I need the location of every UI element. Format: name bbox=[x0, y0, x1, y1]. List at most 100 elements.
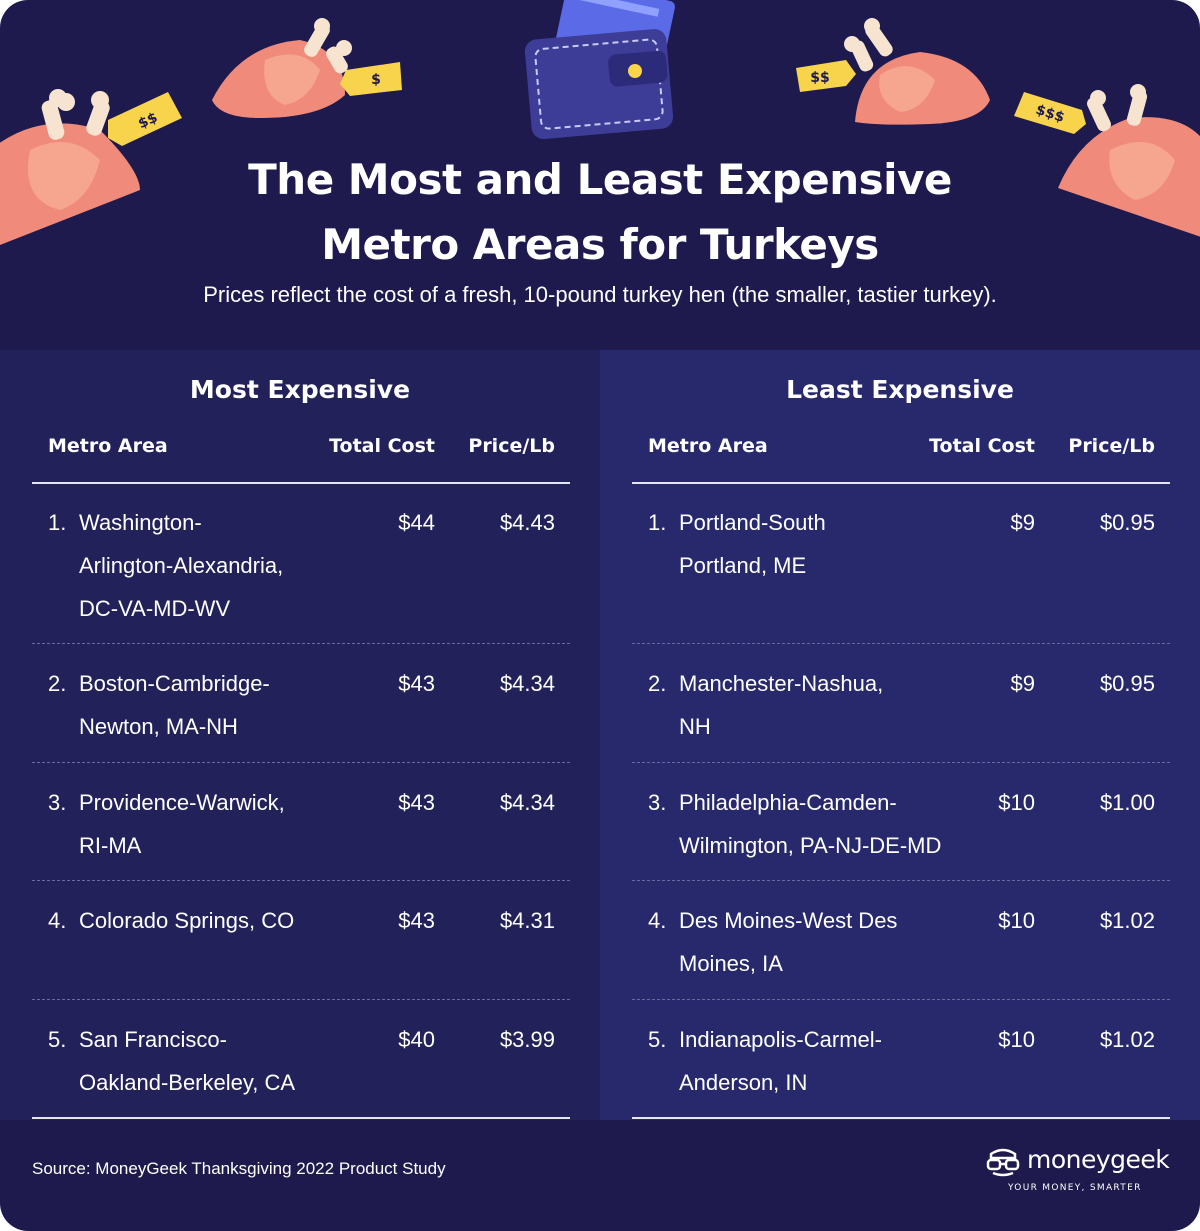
price-per-lb: $4.34 bbox=[499, 671, 555, 696]
header-illustrations: $$ $ $$ bbox=[0, 0, 1200, 245]
metro-area: Portland-South Portland, ME bbox=[679, 501, 979, 587]
table-row: 4. Des Moines-West Des Moines, IA $10 $1… bbox=[600, 881, 1200, 991]
table-row: 3. Providence-Warwick, RI-MA $43 $4.34 bbox=[0, 763, 600, 873]
price-tag-label: $$ bbox=[136, 110, 160, 133]
price-per-lb: $1.02 bbox=[1099, 1027, 1155, 1052]
rank: 2. bbox=[648, 671, 667, 696]
metro-area-line: Moines, IA bbox=[679, 951, 783, 976]
price-tag-icon: $$$ bbox=[1014, 92, 1086, 134]
brand-name: moneygeek bbox=[1027, 1145, 1170, 1174]
total-cost: $10 bbox=[998, 908, 1035, 933]
table-row: 3. Philadelphia-Camden- Wilmington, PA-N… bbox=[600, 763, 1200, 873]
metro-area-line: Manchester-Nashua, bbox=[679, 671, 884, 696]
row-divider bbox=[632, 880, 1170, 881]
rank: 4. bbox=[48, 908, 67, 933]
table-row: 5. San Francisco- Oakland-Berkeley, CA $… bbox=[0, 1000, 600, 1110]
price-per-lb: $4.34 bbox=[499, 790, 555, 815]
metro-area: Colorado Springs, CO bbox=[79, 899, 379, 942]
price-per-lb: $4.43 bbox=[499, 510, 555, 535]
brand-tagline: YOUR MONEY, SMARTER bbox=[1008, 1183, 1142, 1193]
price-per-lb: $1.02 bbox=[1099, 908, 1155, 933]
price-tag-icon: $ bbox=[340, 62, 402, 96]
source-note: Source: MoneyGeek Thanksgiving 2022 Prod… bbox=[32, 1159, 446, 1178]
column-header-total-cost: Total Cost bbox=[929, 435, 1035, 457]
column-header-total-cost: Total Cost bbox=[329, 435, 435, 457]
metro-area-line: NH bbox=[679, 714, 711, 739]
total-cost: $44 bbox=[398, 510, 435, 535]
metro-area: Providence-Warwick, RI-MA bbox=[79, 781, 379, 867]
total-cost: $9 bbox=[1010, 671, 1035, 696]
row-divider bbox=[632, 762, 1170, 763]
column-header-metro: Metro Area bbox=[648, 435, 768, 457]
row-divider bbox=[32, 999, 570, 1000]
rank: 5. bbox=[648, 1027, 667, 1052]
metro-area-line: Oakland-Berkeley, CA bbox=[79, 1070, 296, 1095]
price-per-lb: $4.31 bbox=[499, 908, 555, 933]
page-title-line-2: Metro Areas for Turkeys bbox=[321, 220, 879, 269]
total-cost: $43 bbox=[398, 908, 435, 933]
metro-area-line: Anderson, IN bbox=[679, 1070, 808, 1095]
table-row: 5. Indianapolis-Carmel- Anderson, IN $10… bbox=[600, 1000, 1200, 1110]
page-title-line-1: The Most and Least Expensive bbox=[248, 155, 952, 204]
metro-area: Boston-Cambridge- Newton, MA-NH bbox=[79, 662, 379, 748]
metro-area-line: DC-VA-MD-WV bbox=[79, 596, 231, 621]
moneygeek-logo-icon bbox=[986, 1148, 1020, 1177]
metro-area-line: Colorado Springs, CO bbox=[79, 908, 295, 933]
metro-area-line: Newton, MA-NH bbox=[79, 714, 238, 739]
price-per-lb: $3.99 bbox=[499, 1027, 555, 1052]
metro-area-line: Boston-Cambridge- bbox=[79, 671, 270, 696]
row-divider bbox=[32, 880, 570, 881]
panel-title: Most Expensive bbox=[189, 375, 411, 404]
metro-area-line: Portland-South bbox=[679, 510, 826, 535]
table-row: 2. Manchester-Nashua, NH $9 $0.95 bbox=[600, 644, 1200, 754]
metro-area-line: Wilmington, PA-NJ-DE-MD bbox=[679, 833, 942, 858]
metro-area-line: Arlington-Alexandria, bbox=[79, 553, 284, 578]
total-cost: $40 bbox=[398, 1027, 435, 1052]
price-tag-icon: $$ bbox=[108, 92, 182, 146]
rank: 1. bbox=[648, 510, 667, 535]
price-per-lb: $0.95 bbox=[1099, 671, 1155, 696]
metro-area: Manchester-Nashua, NH bbox=[679, 662, 979, 748]
price-tag-label: $$ bbox=[810, 70, 829, 86]
row-divider bbox=[32, 762, 570, 763]
total-cost: $43 bbox=[398, 790, 435, 815]
row-divider bbox=[632, 643, 1170, 644]
metro-area-line: Indianapolis-Carmel- bbox=[679, 1027, 882, 1052]
column-header-price-lb: Price/Lb bbox=[1068, 435, 1155, 457]
metro-area-line: RI-MA bbox=[79, 833, 142, 858]
rank: 1. bbox=[48, 510, 67, 535]
turkey-icon bbox=[844, 18, 990, 125]
table-bottom-divider bbox=[632, 1117, 1170, 1119]
metro-area-line: Philadelphia-Camden- bbox=[679, 790, 897, 815]
panel-title: Least Expensive bbox=[786, 375, 1014, 404]
price-tag-icon: $$ bbox=[796, 60, 856, 92]
row-divider bbox=[632, 999, 1170, 1000]
metro-area: Indianapolis-Carmel- Anderson, IN bbox=[679, 1018, 979, 1104]
metro-area-line: Portland, ME bbox=[679, 553, 807, 578]
metro-area: Des Moines-West Des Moines, IA bbox=[679, 899, 979, 985]
most-expensive-panel: Most Expensive Metro Area Total Cost Pri… bbox=[0, 350, 600, 1120]
column-header-metro: Metro Area bbox=[48, 435, 168, 457]
rank: 5. bbox=[48, 1027, 67, 1052]
rank: 2. bbox=[48, 671, 67, 696]
rank: 4. bbox=[648, 908, 667, 933]
price-tag-label: $ bbox=[371, 72, 381, 88]
table-row: 1. Washington- Arlington-Alexandria, DC-… bbox=[0, 483, 600, 643]
turkey-icon bbox=[212, 18, 352, 118]
metro-area-line: Des Moines-West Des bbox=[679, 908, 898, 933]
rank: 3. bbox=[648, 790, 667, 815]
price-per-lb: $0.95 bbox=[1099, 510, 1155, 535]
metro-area-line: Washington- bbox=[79, 510, 202, 535]
table-bottom-divider bbox=[32, 1117, 570, 1119]
least-expensive-panel: Least Expensive Metro Area Total Cost Pr… bbox=[600, 350, 1200, 1120]
metro-area: San Francisco- Oakland-Berkeley, CA bbox=[79, 1018, 379, 1104]
turkey-icon bbox=[1058, 84, 1200, 237]
metro-area: Washington- Arlington-Alexandria, DC-VA-… bbox=[79, 501, 379, 630]
total-cost: $10 bbox=[998, 1027, 1035, 1052]
total-cost: $43 bbox=[398, 671, 435, 696]
table-row: 2. Boston-Cambridge- Newton, MA-NH $43 $… bbox=[0, 644, 600, 754]
total-cost: $9 bbox=[1010, 510, 1035, 535]
page-subtitle: Prices reflect the cost of a fresh, 10-p… bbox=[203, 282, 997, 307]
metro-area: Philadelphia-Camden- Wilmington, PA-NJ-D… bbox=[679, 781, 979, 867]
